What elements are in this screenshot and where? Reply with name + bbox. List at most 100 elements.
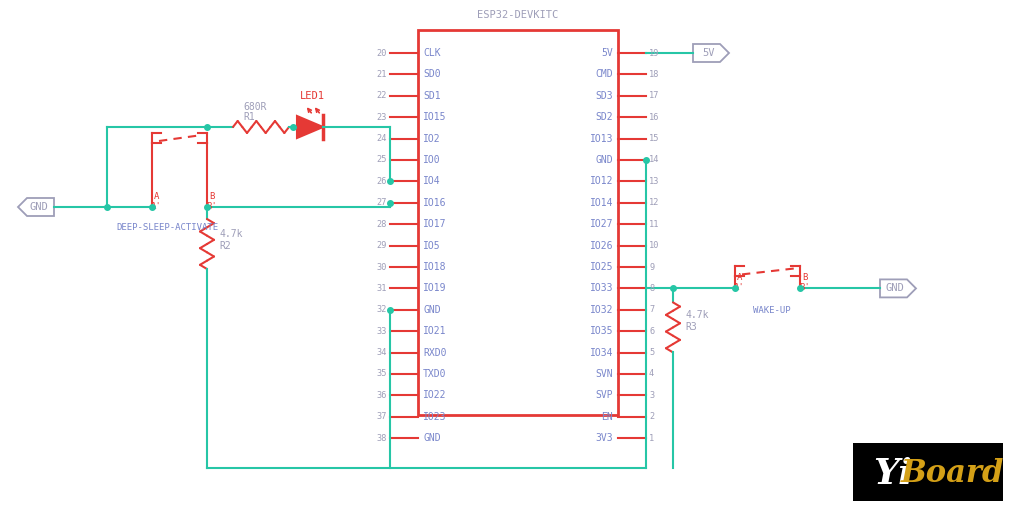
Text: 26: 26 [376, 177, 387, 186]
Text: 29: 29 [376, 241, 387, 250]
Text: SVP: SVP [596, 390, 613, 401]
Text: TXD0: TXD0 [423, 369, 447, 379]
Text: ESP32-DEVKITC: ESP32-DEVKITC [478, 10, 559, 20]
Text: IO4: IO4 [423, 176, 441, 186]
Text: 13: 13 [649, 177, 659, 186]
Text: IO15: IO15 [423, 112, 447, 122]
Text: R3: R3 [685, 322, 697, 332]
Text: 24: 24 [376, 134, 387, 143]
Text: IO34: IO34 [589, 348, 613, 358]
Text: 33: 33 [376, 327, 387, 336]
Text: 680R: 680R [243, 102, 266, 112]
Text: CMD: CMD [596, 69, 613, 80]
Text: 8: 8 [649, 284, 654, 293]
Text: 36: 36 [376, 391, 387, 400]
Text: 19: 19 [649, 49, 659, 57]
Bar [418, 30, 618, 415]
Text: B': B' [800, 283, 810, 292]
Text: RXD0: RXD0 [423, 348, 447, 358]
Text: 38: 38 [376, 433, 387, 443]
Text: 21: 21 [376, 70, 387, 79]
Text: 18: 18 [649, 70, 659, 79]
Text: GND: GND [596, 155, 613, 165]
Text: 7: 7 [649, 305, 654, 314]
Text: R1: R1 [243, 112, 255, 122]
Text: DEEP-SLEEP-ACTIVATE: DEEP-SLEEP-ACTIVATE [116, 223, 218, 232]
Text: R2: R2 [219, 241, 231, 251]
Text: 1: 1 [649, 433, 654, 443]
Text: GND: GND [30, 202, 48, 212]
Text: IO5: IO5 [423, 241, 441, 250]
Text: 4.7k: 4.7k [685, 310, 708, 321]
Text: A': A' [151, 202, 162, 211]
Text: IO12: IO12 [589, 176, 613, 186]
Text: SD3: SD3 [596, 91, 613, 101]
Text: 9: 9 [649, 263, 654, 271]
Text: IO17: IO17 [423, 219, 447, 229]
Text: Yi: Yi [873, 457, 912, 491]
Text: IO14: IO14 [589, 198, 613, 208]
Text: 37: 37 [376, 412, 387, 421]
Text: 11: 11 [649, 220, 659, 229]
Text: IO21: IO21 [423, 326, 447, 336]
Text: A': A' [734, 283, 745, 292]
Text: IO27: IO27 [589, 219, 613, 229]
Text: 3: 3 [649, 391, 654, 400]
Text: IO18: IO18 [423, 262, 447, 272]
Text: 34: 34 [376, 348, 387, 357]
Text: 20: 20 [376, 49, 387, 57]
Text: IO25: IO25 [589, 262, 613, 272]
Text: IO0: IO0 [423, 155, 441, 165]
Text: IO22: IO22 [423, 390, 447, 401]
Text: 2: 2 [649, 412, 654, 421]
Text: GND: GND [423, 305, 441, 315]
Text: 5V: 5V [602, 48, 613, 58]
Text: IO32: IO32 [589, 305, 613, 315]
Text: SD1: SD1 [423, 91, 441, 101]
Text: 30: 30 [376, 263, 387, 271]
Text: 4: 4 [649, 369, 654, 379]
Text: SVN: SVN [596, 369, 613, 379]
Text: IO13: IO13 [589, 133, 613, 144]
Text: A: A [154, 192, 159, 201]
Text: A: A [737, 273, 742, 282]
Text: 28: 28 [376, 220, 387, 229]
Text: IO16: IO16 [423, 198, 447, 208]
Text: IO2: IO2 [423, 133, 441, 144]
Text: IO26: IO26 [589, 241, 613, 250]
Text: 32: 32 [376, 305, 387, 314]
Text: IO19: IO19 [423, 283, 447, 293]
Text: 4.7k: 4.7k [219, 229, 243, 239]
Text: EN: EN [602, 412, 613, 422]
Text: 10: 10 [649, 241, 659, 250]
Text: 3V3: 3V3 [596, 433, 613, 443]
Text: 15: 15 [649, 134, 659, 143]
Text: 12: 12 [649, 199, 659, 207]
Text: 5V: 5V [702, 48, 714, 58]
Text: 22: 22 [376, 91, 387, 101]
Text: 23: 23 [376, 113, 387, 122]
Text: CLK: CLK [423, 48, 441, 58]
Text: 16: 16 [649, 113, 659, 122]
Text: SD0: SD0 [423, 69, 441, 80]
Text: 5: 5 [649, 348, 654, 357]
Text: WAKE-UP: WAKE-UP [753, 306, 791, 315]
Text: 27: 27 [376, 199, 387, 207]
Text: GND: GND [423, 433, 441, 443]
Text: 6: 6 [649, 327, 654, 336]
Text: IO23: IO23 [423, 412, 447, 422]
Text: IO33: IO33 [589, 283, 613, 293]
Polygon shape [297, 116, 323, 138]
Text: B': B' [206, 202, 216, 211]
Text: B: B [209, 192, 214, 201]
Text: 17: 17 [649, 91, 659, 101]
Text: IO35: IO35 [589, 326, 613, 336]
Text: Board: Board [900, 459, 1003, 489]
Text: SD2: SD2 [596, 112, 613, 122]
Text: 25: 25 [376, 155, 387, 165]
Text: 14: 14 [649, 155, 659, 165]
Bar [853, 443, 1003, 501]
Text: 35: 35 [376, 369, 387, 379]
Text: 31: 31 [376, 284, 387, 293]
Text: GND: GND [886, 283, 904, 293]
